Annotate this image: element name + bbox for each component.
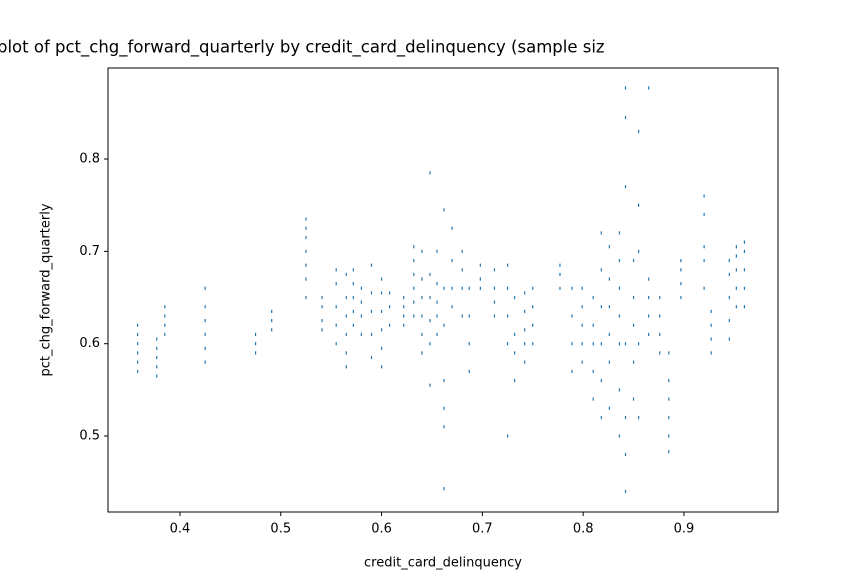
x-tick-label: 0.6 [371,522,392,537]
y-tick-label: 0.6 [79,336,100,351]
y-axis-label: pct_chg_forward_quarterly [39,203,54,376]
x-tick-label: 0.4 [170,522,191,537]
x-tick-label: 0.9 [674,522,695,537]
y-tick-label: 0.7 [79,244,100,259]
x-tick-label: 0.5 [270,522,291,537]
chart-title: plot of pct_chg_forward_quarterly by cre… [0,38,605,58]
x-tick-label: 0.7 [472,522,493,537]
axes-frame [107,67,779,513]
x-axis-label: credit_card_delinquency [364,556,522,571]
x-tick-label: 0.8 [573,522,594,537]
y-tick-label: 0.8 [79,152,100,167]
y-tick-label: 0.5 [79,429,100,444]
